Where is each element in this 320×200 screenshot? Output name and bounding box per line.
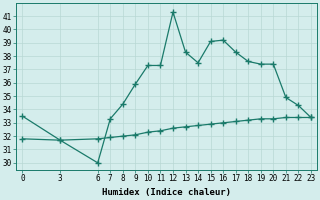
X-axis label: Humidex (Indice chaleur): Humidex (Indice chaleur): [102, 188, 231, 197]
